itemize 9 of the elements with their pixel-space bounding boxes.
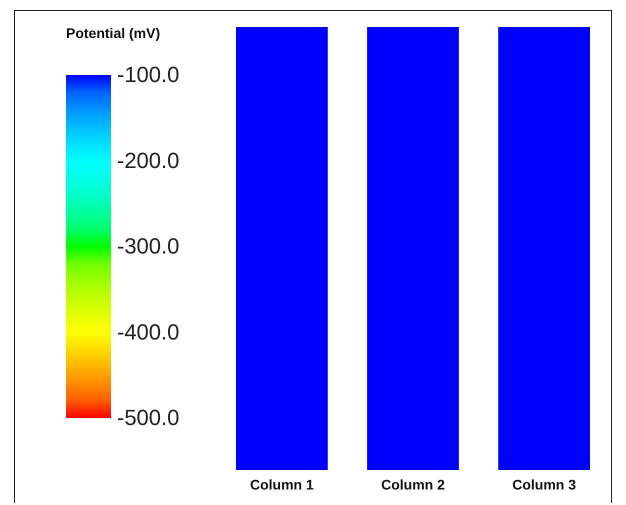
color-bar-label: -100.0 xyxy=(117,62,180,87)
color-bar-title: Potential (mV) xyxy=(66,25,160,41)
x-tick-label: Column 1 xyxy=(250,476,314,492)
color-bar-label: -400.0 xyxy=(117,319,180,344)
color-bar-label: -500.0 xyxy=(117,405,180,430)
x-tick-label: Column 3 xyxy=(512,476,576,492)
color-bar-label: -300.0 xyxy=(117,234,180,258)
color-bar-label: -200.0 xyxy=(117,148,180,173)
x-tick-label: Column 2 xyxy=(381,476,446,492)
